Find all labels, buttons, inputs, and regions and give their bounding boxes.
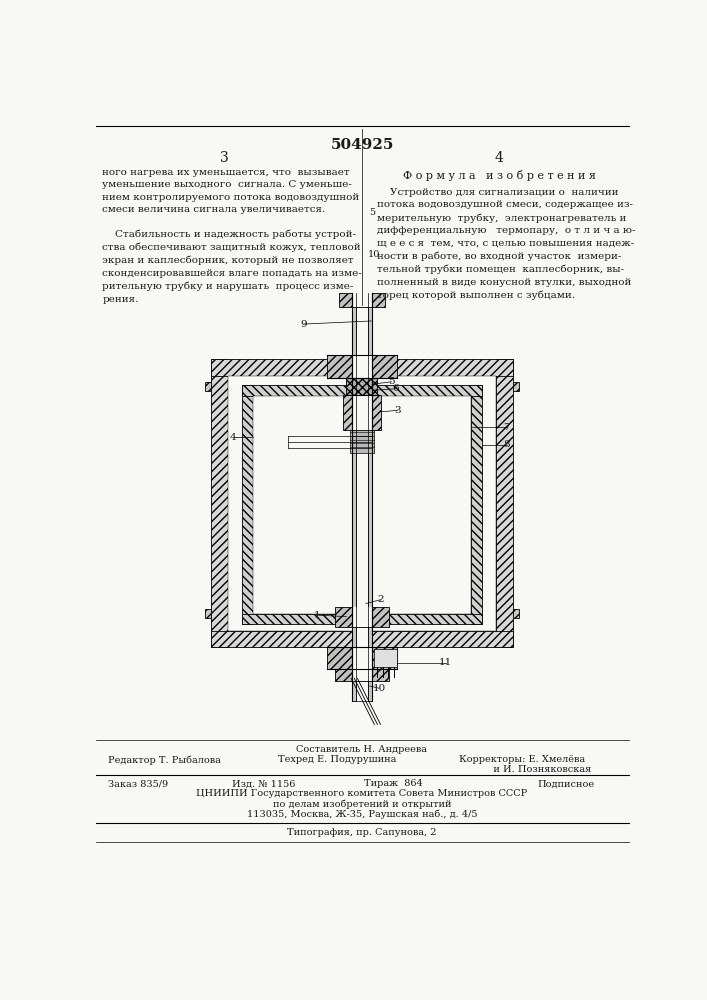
- Text: Техред Е. Подурушина: Техред Е. Подурушина: [279, 755, 397, 764]
- Bar: [352, 607, 372, 627]
- Text: Корректоры: Е. Хмелёва: Корректоры: Е. Хмелёва: [459, 755, 585, 764]
- Bar: [352, 293, 372, 701]
- Bar: [335, 669, 389, 681]
- Bar: [352, 395, 372, 430]
- Text: 10: 10: [368, 250, 380, 259]
- Bar: [204, 382, 211, 391]
- Bar: [343, 395, 381, 430]
- Text: 3: 3: [395, 406, 401, 415]
- Text: Составитель Н. Андреева: Составитель Н. Андреева: [296, 745, 428, 754]
- Text: Изд. № 1156: Изд. № 1156: [232, 779, 295, 788]
- Text: 6: 6: [392, 384, 399, 393]
- Bar: [352, 293, 356, 701]
- Text: 1: 1: [314, 611, 320, 620]
- Bar: [204, 609, 211, 618]
- Text: 10: 10: [373, 684, 385, 693]
- Text: Подписное: Подписное: [538, 779, 595, 788]
- Text: 8: 8: [503, 440, 510, 449]
- Bar: [242, 614, 482, 624]
- Bar: [373, 649, 397, 667]
- Bar: [252, 396, 472, 614]
- Text: ного нагрева их уменьшается, что  вызывает
уменьшение выходного  сигнала. С умен: ного нагрева их уменьшается, что вызывае…: [103, 168, 360, 214]
- Bar: [211, 359, 228, 647]
- Text: и И. Позняковская: и И. Позняковская: [459, 765, 591, 774]
- Bar: [352, 669, 372, 681]
- Bar: [211, 359, 513, 376]
- Bar: [368, 293, 372, 701]
- Text: по делам изобретений и открытий: по делам изобретений и открытий: [273, 799, 451, 809]
- Bar: [496, 359, 513, 647]
- Text: 5: 5: [369, 208, 375, 217]
- Text: 4: 4: [495, 151, 503, 165]
- Bar: [228, 376, 496, 631]
- Bar: [346, 378, 378, 395]
- Bar: [349, 430, 374, 453]
- Text: Редактор Т. Рыбалова: Редактор Т. Рыбалова: [107, 755, 221, 765]
- Bar: [327, 647, 397, 669]
- Text: ЦНИИПИ Государственного комитета Совета Министров СССР: ЦНИИПИ Государственного комитета Совета …: [197, 789, 527, 798]
- Text: Ф о р м у л а   и з о б р е т е н и я: Ф о р м у л а и з о б р е т е н и я: [403, 170, 595, 181]
- Bar: [335, 607, 389, 627]
- Text: 5: 5: [388, 377, 395, 386]
- Bar: [472, 385, 482, 624]
- Bar: [327, 355, 397, 378]
- Text: Типография, пр. Сапунова, 2: Типография, пр. Сапунова, 2: [287, 828, 437, 837]
- Bar: [242, 385, 482, 396]
- Text: 2: 2: [378, 595, 384, 604]
- Bar: [339, 293, 385, 307]
- Text: 3: 3: [221, 151, 229, 165]
- Bar: [352, 355, 372, 378]
- Text: 4: 4: [229, 433, 236, 442]
- Text: 504925: 504925: [330, 138, 394, 152]
- Bar: [513, 609, 519, 618]
- Bar: [352, 293, 372, 307]
- Text: 11: 11: [439, 658, 452, 667]
- Bar: [211, 631, 513, 647]
- Text: Стабильность и надежность работы устрой-
ства обеспечивают защитный кожух, тепло: Стабильность и надежность работы устрой-…: [103, 229, 362, 304]
- Text: Заказ 835/9: Заказ 835/9: [107, 779, 168, 788]
- Text: Устройство для сигнализации о  наличии
потока водовоздушной смеси, содержащее из: Устройство для сигнализации о наличии по…: [378, 188, 636, 300]
- Text: 7: 7: [503, 423, 510, 432]
- Text: 9: 9: [300, 320, 307, 329]
- Bar: [352, 647, 372, 669]
- Bar: [242, 385, 252, 624]
- Text: 113035, Москва, Ж-35, Раушская наб., д. 4/5: 113035, Москва, Ж-35, Раушская наб., д. …: [247, 809, 477, 819]
- Text: Тираж  864: Тираж 864: [363, 779, 422, 788]
- Bar: [513, 382, 519, 391]
